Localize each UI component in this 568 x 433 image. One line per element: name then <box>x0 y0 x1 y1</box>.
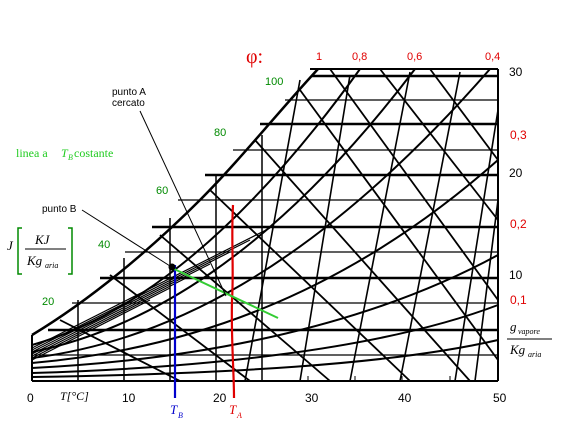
humidity-unit-num-sub: vapore <box>518 327 540 336</box>
right-axis-10: 10 <box>509 268 523 282</box>
relative-humidity-curve <box>31 68 416 353</box>
relative-humidity-curve <box>31 68 361 346</box>
volume-line <box>299 74 351 382</box>
tb-marker-label: T B <box>170 402 183 420</box>
mixing-fan-line <box>31 227 271 349</box>
relative-humidity-curve <box>31 159 499 364</box>
enthalpy-line <box>209 189 411 382</box>
ta-marker-label: T A <box>229 402 242 420</box>
punto-b-leader <box>81 209 171 267</box>
volume-line <box>454 109 499 382</box>
chart-grid-lines <box>31 68 499 399</box>
volume-line <box>349 71 411 382</box>
linea-tb-var: T <box>61 146 69 160</box>
right-phi-0-3: 0,3 <box>510 128 527 142</box>
humidity-unit: g vapore Kg aria <box>507 319 552 359</box>
linea-tb-prefix: linea a <box>16 146 48 160</box>
right-axis-20: 20 <box>509 166 523 180</box>
enthalpy-label-40: 40 <box>98 239 110 251</box>
x-axis-50: 50 <box>493 391 507 405</box>
punto-b-marker <box>168 263 176 271</box>
phi-symbol: φ: <box>246 46 263 68</box>
x-axis-40: 40 <box>398 391 412 405</box>
mixing-fan-line <box>31 251 231 353</box>
volume-line <box>244 79 301 382</box>
enthalpy-line <box>429 68 499 161</box>
punto-a-leader <box>139 110 227 297</box>
enthalpy-line <box>159 234 331 382</box>
phi-label-0-4: 0,4 <box>485 51 500 63</box>
linea-tb-sub: B <box>68 153 73 162</box>
punto-b-label: punto B <box>42 204 77 215</box>
enthalpy-label-100: 100 <box>265 76 283 88</box>
x-axis-30: 30 <box>305 391 319 405</box>
mixing-fan-line <box>31 239 251 351</box>
ta-marker-sub: A <box>236 411 242 420</box>
right-phi-0-2: 0,2 <box>510 217 527 231</box>
phi-label-0-8: 0,8 <box>352 51 367 63</box>
mixing-fan-line <box>31 299 151 361</box>
relative-humidity-curve <box>31 339 499 378</box>
phi-label-0-6: 0,6 <box>407 51 422 63</box>
x-axis-10: 10 <box>122 391 136 405</box>
enthalpy-unit: J KJ Kg aria <box>7 227 73 275</box>
phi-label-1: 1 <box>316 51 322 63</box>
mixing-fan-line <box>31 275 191 357</box>
x-axis-0: 0 <box>27 391 34 405</box>
linea-tb-suffix: costante <box>74 146 113 160</box>
enthalpy-line <box>109 274 251 382</box>
enthalpy-label-80: 80 <box>214 127 226 139</box>
enthalpy-unit-den-sub: aria <box>45 261 58 270</box>
enthalpy-unit-den: Kg <box>26 253 43 268</box>
relative-humidity-curve <box>31 304 499 374</box>
right-axis-30: 30 <box>509 65 523 79</box>
volume-line <box>474 199 499 382</box>
tb-marker-var: T <box>170 402 178 417</box>
relative-humidity-curve <box>31 254 499 369</box>
x-axis-label: T[°C] <box>60 389 89 403</box>
enthalpy-label-60: 60 <box>156 185 168 197</box>
tb-marker-sub: B <box>178 411 183 420</box>
enthalpy-unit-bracket <box>17 227 73 275</box>
mixing-fan-line <box>31 287 171 359</box>
volume-line <box>399 71 461 382</box>
humidity-unit-den-sub: aria <box>528 350 541 359</box>
humidity-unit-num: g <box>510 319 517 334</box>
enthalpy-unit-j: J <box>7 238 14 253</box>
punto-a-label-line2: cercato <box>112 98 145 109</box>
x-axis-20: 20 <box>213 391 227 405</box>
mixing-fan-line <box>31 263 211 355</box>
linea-tb-label: linea a T B costante <box>16 146 113 162</box>
enthalpy-line <box>254 139 471 382</box>
enthalpy-line <box>379 68 499 221</box>
humidity-unit-den: Kg <box>509 342 526 357</box>
punto-a-label-line1: punto A <box>112 87 146 98</box>
ta-marker-var: T <box>229 402 237 417</box>
relative-humidity-curve <box>31 68 491 359</box>
enthalpy-unit-num: KJ <box>34 232 51 247</box>
enthalpy-line <box>329 68 499 301</box>
ta-vertical-line <box>230 204 236 399</box>
right-phi-0-1: 0,1 <box>510 293 527 307</box>
enthalpy-label-20: 20 <box>42 296 54 308</box>
